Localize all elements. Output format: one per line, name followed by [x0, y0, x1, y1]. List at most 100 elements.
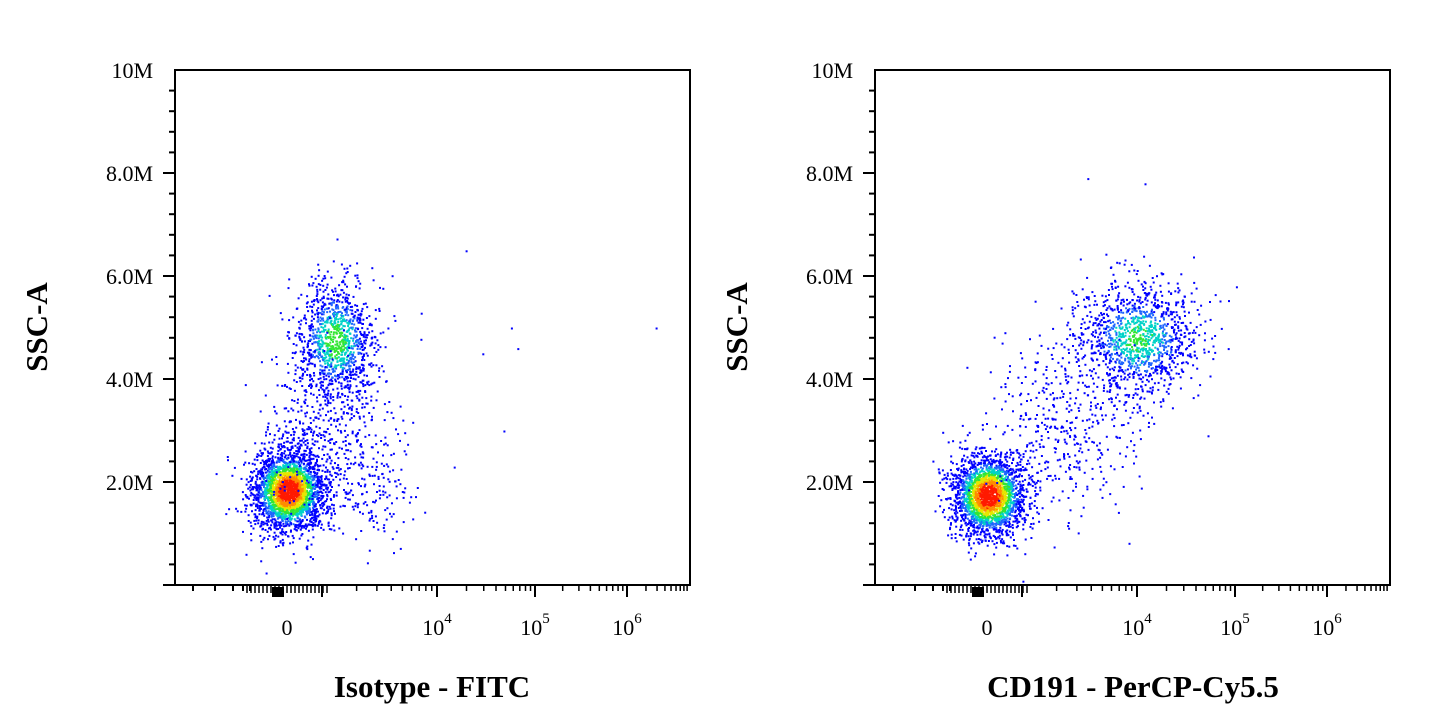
event-dot [299, 499, 302, 502]
event-dot [286, 474, 289, 477]
event-dot [982, 483, 985, 486]
event-dot [278, 465, 281, 468]
event-dot [362, 379, 365, 382]
event-dot [299, 463, 302, 466]
event-dot [384, 346, 387, 349]
event-dot [387, 465, 390, 468]
event-dot [284, 469, 287, 471]
event-dot [361, 357, 364, 360]
event-dot [311, 510, 314, 513]
event-dot [335, 425, 337, 428]
event-dot [325, 387, 328, 390]
event-dot [335, 347, 338, 350]
event-dot [360, 467, 363, 470]
event-dot [346, 308, 349, 311]
event-dot [333, 294, 335, 297]
event-dot [337, 318, 340, 321]
event-dot [327, 486, 329, 489]
event-dot [275, 527, 278, 530]
event-dot [358, 429, 361, 432]
event-dot [343, 325, 346, 328]
event-dot [295, 475, 298, 478]
event-dot [322, 305, 324, 308]
event-dot [311, 498, 314, 500]
event-dot [366, 383, 369, 386]
event-dot [284, 487, 287, 490]
event-dot [305, 508, 308, 511]
event-dot [268, 487, 271, 490]
event-dot [1033, 500, 1036, 503]
event-dot [292, 437, 295, 440]
event-dot [255, 474, 258, 477]
event-dot [282, 510, 285, 513]
event-dot [366, 306, 369, 309]
event-dot [266, 487, 269, 490]
event-dot [338, 374, 340, 377]
event-dot [971, 451, 974, 454]
event-dot [1010, 495, 1013, 498]
event-dot [321, 480, 324, 483]
event-dot [358, 483, 360, 486]
event-dot [316, 491, 319, 494]
event-dot [294, 469, 296, 472]
event-dot [269, 511, 272, 514]
event-dot [299, 509, 302, 512]
event-dot [370, 509, 373, 512]
event-dot [275, 480, 278, 482]
event-dot [348, 352, 351, 355]
event-dot [301, 433, 304, 436]
event-dot [270, 487, 272, 490]
event-dot [347, 345, 350, 348]
event-dot [386, 496, 389, 499]
event-dot [297, 449, 300, 452]
event-dot [260, 507, 262, 510]
event-dot [306, 428, 309, 431]
event-dot [405, 453, 408, 456]
event-dot [282, 544, 285, 547]
event-dot [342, 329, 345, 332]
event-dot [354, 304, 357, 307]
event-dot [334, 350, 336, 353]
event-dot [282, 464, 285, 467]
event-dot [310, 461, 313, 464]
event-dot [1037, 479, 1039, 482]
event-dot [993, 495, 996, 497]
event-dot [374, 434, 377, 437]
event-dot [298, 537, 301, 540]
event-dot [365, 317, 368, 319]
event-dot [268, 465, 271, 468]
event-dot [364, 302, 367, 305]
event-dot [361, 406, 364, 409]
event-dot [373, 381, 376, 384]
event-dot [309, 477, 312, 480]
event-dot [328, 455, 331, 458]
event-dot [256, 478, 259, 481]
event-dot [327, 410, 330, 413]
event-dot [1004, 466, 1007, 469]
event-dot [378, 497, 381, 500]
event-dot [259, 473, 262, 476]
event-dot [410, 496, 413, 499]
event-dot [313, 300, 316, 303]
event-dot [373, 354, 376, 356]
event-dot [255, 503, 258, 506]
event-dot [1027, 481, 1030, 484]
event-dot [339, 310, 342, 313]
event-dot [311, 479, 314, 482]
event-dot [971, 467, 974, 470]
event-dot [357, 412, 360, 414]
event-dot [415, 496, 417, 499]
event-dot [300, 534, 303, 537]
event-dot [273, 495, 276, 498]
event-dot [256, 516, 258, 519]
event-dot [299, 491, 301, 494]
event-dot [311, 483, 314, 486]
event-dot [368, 384, 371, 387]
event-dot [273, 509, 276, 512]
event-dot [291, 457, 294, 460]
event-dot [303, 357, 305, 360]
event-dot [249, 483, 252, 486]
event-dot [297, 442, 300, 445]
event-dot [348, 391, 351, 394]
event-dot [344, 386, 347, 389]
